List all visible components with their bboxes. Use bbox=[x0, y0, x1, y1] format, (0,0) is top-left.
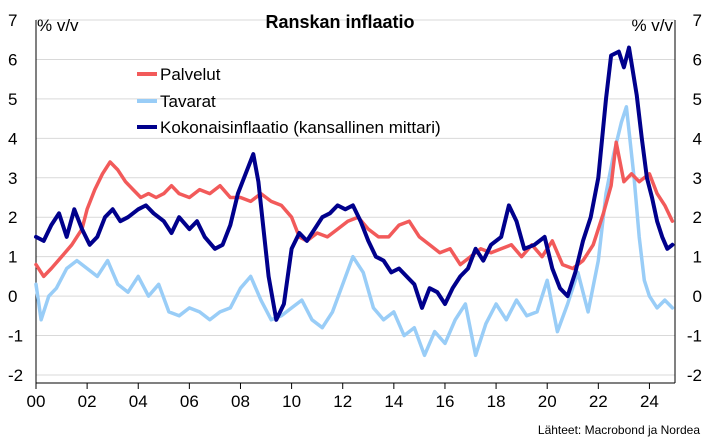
x-tick-label: 00 bbox=[27, 392, 46, 411]
y-tick-label-right: 0 bbox=[693, 287, 702, 306]
x-tick-label: 02 bbox=[78, 392, 97, 411]
y-tick-label-left: 0 bbox=[8, 287, 17, 306]
y-tick-label-left: 1 bbox=[8, 248, 17, 267]
x-tick-label: 06 bbox=[180, 392, 199, 411]
legend-label-palvelut: Palvelut bbox=[160, 65, 221, 84]
axes: -2 -2-1 -10 01 12 23 34 45 56 67 700 02 04 06 08 10 12 14… bbox=[8, 11, 702, 411]
y-tick-label-right: 7 bbox=[693, 11, 702, 30]
y-tick-label-left: 2 bbox=[8, 208, 17, 227]
x-tick-label: 14 bbox=[384, 392, 403, 411]
y-tick-label-right: 1 bbox=[693, 248, 702, 267]
y-tick-label-right: 3 bbox=[693, 169, 702, 188]
y-tick-label-left: 4 bbox=[8, 129, 17, 148]
right-unit-label: % v/v bbox=[631, 16, 673, 35]
x-tick-label: 20 bbox=[538, 392, 557, 411]
legend-label-kokonaisinflaatio: Kokonaisinflaatio (kansallinen mittari) bbox=[160, 118, 441, 137]
legend-label-tavarat: Tavarat bbox=[160, 92, 216, 111]
y-tick-label-right: 4 bbox=[693, 129, 702, 148]
legend: Palvelut Tavarat Kokonaisinflaatio (kans… bbox=[137, 65, 441, 137]
chart-title: Ranskan inflaatio bbox=[265, 12, 414, 32]
x-tick-label: 12 bbox=[333, 392, 352, 411]
y-tick-label-left: -1 bbox=[8, 327, 23, 346]
y-tick-label-right: 5 bbox=[693, 90, 702, 109]
y-tick-label-right: 2 bbox=[693, 208, 702, 227]
x-tick-label: 18 bbox=[487, 392, 506, 411]
source-note: Lähteet: Macrobond ja Nordea bbox=[538, 423, 700, 437]
left-unit-label: % v/v bbox=[37, 16, 79, 35]
series-line-tavarat bbox=[34, 105, 675, 358]
y-tick-label-right: -2 bbox=[687, 366, 702, 385]
x-tick-label: 08 bbox=[231, 392, 250, 411]
x-tick-label: 24 bbox=[640, 392, 659, 411]
gridlines bbox=[36, 19, 675, 376]
y-tick-label-left: -2 bbox=[8, 366, 23, 385]
y-tick-label-left: 5 bbox=[8, 90, 17, 109]
x-tick-label: 22 bbox=[589, 392, 608, 411]
x-tick-label: 16 bbox=[435, 392, 454, 411]
y-tick-label-left: 6 bbox=[8, 50, 17, 69]
x-tick-label: 04 bbox=[129, 392, 148, 411]
series-line-kokonaisinflaatio bbox=[34, 45, 675, 322]
y-tick-label-right: -1 bbox=[687, 327, 702, 346]
x-tick-label: 10 bbox=[282, 392, 301, 411]
series-lines bbox=[34, 45, 675, 358]
y-tick-label-left: 3 bbox=[8, 169, 17, 188]
y-tick-label-right: 6 bbox=[693, 50, 702, 69]
y-tick-label-left: 7 bbox=[8, 11, 17, 30]
